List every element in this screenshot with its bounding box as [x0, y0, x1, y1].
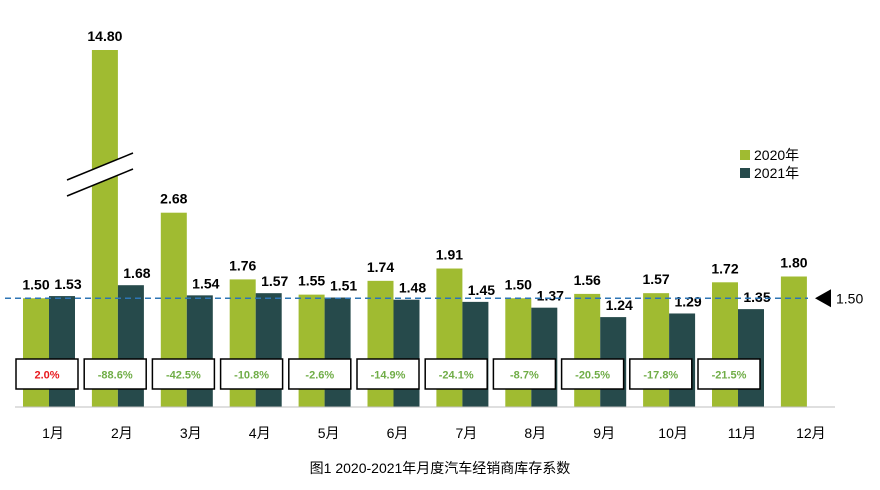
- bar-2020-1: [23, 298, 49, 407]
- category-label-5: 5月: [318, 425, 340, 441]
- yoy-label-5: -2.6%: [305, 370, 334, 382]
- category-label-7: 7月: [456, 425, 478, 441]
- yoy-label-11: -21.5%: [712, 370, 747, 382]
- yoy-box-8: [492, 358, 557, 390]
- bar-2020-12: [780, 276, 807, 407]
- category-label-3: 3月: [180, 425, 202, 441]
- yoy-box-1: [15, 358, 79, 390]
- bar-2020-9: [574, 293, 601, 407]
- bar-2021-4: [255, 293, 282, 407]
- category-labels: 1月 2月 3月 4月 5月 6月 7月 8月 9月 10月 11月 12月: [42, 425, 826, 441]
- legend-label-1: 2020年: [754, 147, 799, 163]
- bar-2021-11: [738, 309, 764, 407]
- reference-line-label: 1.50: [836, 290, 863, 306]
- category-label-6: 6月: [387, 425, 409, 441]
- category-label-1: 1月: [42, 425, 64, 441]
- yoy-change-boxes: 2.0% -88.6% -42.5% -10.8% -2.6% -14.9% -24.1% -…: [15, 358, 761, 390]
- yoy-box-10: [629, 358, 693, 390]
- value-label-2020-2: 14.80: [87, 28, 122, 44]
- category-label-12: 12月: [796, 425, 826, 441]
- yoy-box-5: [288, 358, 352, 390]
- value-label-2021-3: 1.54: [192, 275, 219, 291]
- inventory-coefficient-chart: 1.50 1.53 14.80 1.68 2.68 1.54 1.76 1.57 1.55 1.5…: [5, 28, 863, 441]
- bar-2020-10: [643, 293, 670, 407]
- yoy-box-9: [560, 358, 625, 390]
- value-label-2021-7: 1.45: [468, 282, 495, 298]
- value-label-2021-5: 1.51: [330, 278, 357, 294]
- bar-2021-8: [531, 307, 558, 407]
- axis-break-marker: [66, 152, 134, 197]
- value-label-2020-6: 1.74: [367, 259, 394, 275]
- chart-caption: 图1 2020-2021年月度汽车经销商库存系数: [309, 460, 571, 476]
- value-labels: 1.50 1.53 14.80 1.68 2.68 1.54 1.76 1.57 1.55 1.5…: [22, 28, 807, 313]
- category-label-11: 11月: [728, 425, 757, 441]
- bar-2021-3: [186, 295, 213, 407]
- value-label-2021-9: 1.24: [606, 297, 633, 313]
- yoy-box-4: [219, 358, 284, 390]
- yoy-label-6: -14.9%: [371, 370, 406, 382]
- category-label-8: 8月: [524, 425, 546, 441]
- reference-line: 1.50: [5, 289, 863, 308]
- value-label-2021-11: 1.35: [743, 289, 770, 305]
- legend-swatch-1: [740, 150, 750, 160]
- value-label-2020-12: 1.80: [780, 255, 807, 271]
- reference-arrow-icon: [815, 289, 831, 308]
- bar-2021-5: [324, 297, 351, 407]
- category-label-4: 4月: [249, 425, 271, 441]
- yoy-label-3: -42.5%: [166, 370, 201, 382]
- break-gap: [67, 153, 133, 196]
- value-label-2020-10: 1.57: [642, 271, 669, 287]
- bar-2021-7: [462, 301, 489, 407]
- bar-2021-1: [49, 296, 75, 407]
- value-label-2021-8: 1.37: [537, 288, 564, 304]
- yoy-label-7: -24.1%: [439, 370, 474, 382]
- value-label-2020-5: 1.55: [298, 273, 325, 289]
- value-label-2020-4: 1.76: [229, 257, 256, 273]
- value-label-2021-2: 1.68: [123, 265, 150, 281]
- yoy-label-2: -88.6%: [98, 370, 133, 382]
- value-label-2020-3: 2.68: [160, 191, 187, 207]
- bar-2020-8: [505, 298, 532, 407]
- yoy-box-2: [83, 358, 147, 390]
- bar-2021-6: [393, 299, 420, 407]
- category-label-9: 9月: [593, 425, 615, 441]
- value-label-2021-6: 1.48: [399, 280, 426, 296]
- yoy-label-8: -8.7%: [510, 370, 539, 382]
- category-label-10: 10月: [658, 425, 688, 441]
- value-label-2020-9: 1.56: [574, 272, 601, 288]
- legend: 2020年 2021年: [740, 147, 799, 181]
- bar-2020-2: [91, 50, 118, 407]
- value-label-2020-1: 1.50: [22, 276, 49, 292]
- category-label-2: 2月: [111, 425, 133, 441]
- yoy-label-4: -10.8%: [234, 370, 269, 382]
- value-label-2020-8: 1.50: [505, 276, 532, 292]
- yoy-label-1: 2.0%: [34, 370, 59, 382]
- value-label-2021-4: 1.57: [261, 273, 288, 289]
- yoy-box-3: [151, 358, 216, 390]
- value-label-2020-11: 1.72: [711, 260, 738, 276]
- yoy-box-11: [697, 358, 761, 390]
- value-label-2020-7: 1.91: [436, 247, 463, 263]
- break-line-lower: [66, 168, 134, 197]
- yoy-box-6: [356, 358, 420, 390]
- legend-label-2: 2021年: [754, 165, 799, 181]
- yoy-label-9: -20.5%: [575, 370, 610, 382]
- value-label-2021-1: 1.53: [54, 276, 81, 292]
- bar-2020-5: [298, 294, 325, 407]
- break-line-upper: [66, 152, 134, 181]
- yoy-label-10: -17.8%: [643, 370, 678, 382]
- value-label-2021-10: 1.29: [674, 293, 701, 309]
- yoy-box-7: [424, 358, 488, 390]
- legend-swatch-2: [740, 168, 750, 178]
